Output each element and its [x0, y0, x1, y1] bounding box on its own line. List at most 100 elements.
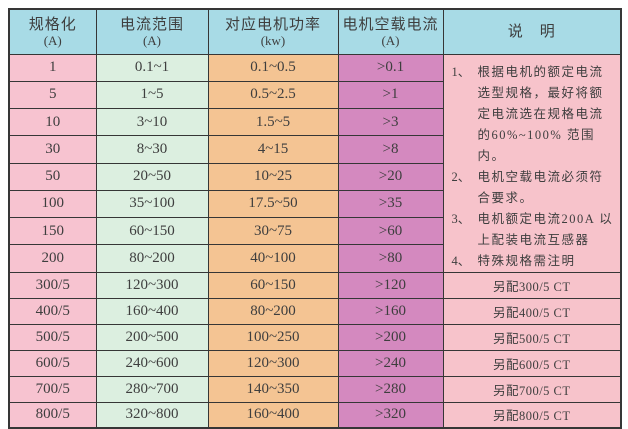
- cell-noload: >240: [337, 349, 444, 377]
- cell-spec: 50: [8, 162, 97, 191]
- column-header-title: 电机空载电流: [342, 16, 439, 33]
- table-row: 500/5 200~500 100~250 >200 另配500/5 CT: [8, 323, 622, 351]
- cell-spec: 700/5: [8, 375, 97, 403]
- cell-spec: 800/5: [8, 401, 97, 429]
- cell-noload: >280: [337, 375, 444, 403]
- note-number: 2、: [451, 169, 471, 184]
- table-row: 150 60~150 30~75 >60: [8, 216, 621, 246]
- cell-noload: >200: [337, 323, 444, 351]
- table-row: 700/5 280~700 140~350 >280 另配700/5 CT: [8, 375, 622, 403]
- note-number: 4、: [451, 253, 471, 268]
- cell-power: 140~350: [207, 375, 339, 403]
- cell-power: 160~400: [207, 401, 339, 429]
- note-item: 2、 电机空载电流必须符合要求。: [452, 167, 617, 209]
- column-header-notes: 说 明: [442, 8, 622, 55]
- table-row: 10 3~10 1.5~5 >3: [8, 107, 621, 137]
- column-header-spec: 规格化 (A): [8, 8, 97, 55]
- cell-note: 另配300/5 CT: [442, 271, 622, 299]
- cell-range: 8~30: [95, 135, 209, 164]
- cell-power: 100~250: [207, 323, 339, 351]
- cell-spec: 1: [8, 53, 97, 82]
- column-header-title: 电流范围: [119, 16, 184, 33]
- cell-noload: >60: [337, 216, 444, 246]
- note-item: 1、 根据电机的额定电流选型规格，最好将额定电流选在规格电流的60%~100% 范…: [452, 62, 617, 167]
- column-header-title: 说 明: [507, 23, 556, 40]
- cell-spec: 500/5: [8, 323, 97, 351]
- cell-note: 另配500/5 CT: [442, 323, 622, 351]
- header-row: 规格化 (A) 电流范围 (A) 对应电机功率 (kw) 电机空载电流 (A) 说 明: [8, 8, 622, 55]
- cell-power: 0.1~0.5: [207, 53, 339, 82]
- table-row: 5 1~5 0.5~2.5 >1: [8, 80, 621, 110]
- column-header-title: 对应电机功率: [224, 16, 321, 33]
- cell-range: 320~800: [95, 401, 209, 429]
- cell-range: 0.1~1: [95, 53, 209, 82]
- table-row: 200 80~200 40~100 >80: [8, 244, 621, 273]
- cell-noload: >320: [337, 401, 444, 429]
- cell-range: 80~200: [95, 244, 209, 273]
- cell-range: 60~150: [95, 216, 209, 246]
- column-header-noload: 电机空载电流 (A): [337, 8, 444, 55]
- cell-power: 1.5~5: [207, 107, 339, 137]
- column-header-unit: (A): [142, 32, 162, 48]
- note-item: 3、 电机额定电流200A 以上配装电流互感器: [452, 209, 617, 251]
- cell-spec: 10: [8, 107, 97, 137]
- cell-power: 4~15: [207, 135, 339, 164]
- cell-spec: 100: [8, 189, 97, 219]
- table-header: 规格化 (A) 电流范围 (A) 对应电机功率 (kw) 电机空载电流 (A) 说 明: [8, 8, 622, 55]
- cell-noload: >3: [337, 107, 444, 137]
- cell-noload: >35: [337, 189, 444, 219]
- column-header-unit: (kw): [260, 32, 286, 48]
- cell-power: 40~100: [207, 244, 339, 273]
- cell-noload: >120: [337, 271, 444, 299]
- table-row: 300/5 120~300 60~150 >120 另配300/5 CT: [8, 271, 622, 299]
- note-text: 电机空载电流必须符合要求。: [477, 169, 604, 205]
- cell-power: 10~25: [207, 162, 339, 191]
- cell-range: 160~400: [95, 297, 209, 325]
- cell-power: 120~300: [207, 349, 339, 377]
- table-body: 1 0.1~1 0.1~0.5 >0.1 1、 根据电机的额定电流选型规格，最好将额定电流…: [8, 53, 622, 429]
- note-number: 1、: [451, 64, 471, 79]
- cell-range: 1~5: [95, 80, 209, 110]
- table-row: 1 0.1~1 0.1~0.5 >0.1 1、 根据电机的额定电流选型规格，最好将额定电流…: [8, 53, 622, 273]
- table-row: 100 35~100 17.5~50 >35: [8, 189, 621, 219]
- cell-power: 30~75: [207, 216, 339, 246]
- table-row: 800/5 320~800 160~400 >320 另配800/5 CT: [8, 401, 622, 429]
- cell-range: 120~300: [95, 271, 209, 299]
- cell-spec: 30: [8, 135, 97, 164]
- cell-power: 60~150: [207, 271, 339, 299]
- cell-spec: 300/5: [8, 271, 97, 299]
- cell-range: 280~700: [95, 375, 209, 403]
- column-header-unit: (A): [381, 32, 400, 48]
- cell-noload: >0.1: [337, 53, 444, 82]
- cell-noload: >160: [337, 297, 444, 325]
- cell-range: 35~100: [95, 189, 209, 219]
- cell-noload: >20: [337, 162, 444, 191]
- cell-note: 另配800/5 CT: [442, 401, 622, 429]
- cell-power: 0.5~2.5: [207, 80, 339, 110]
- table-row: 400/5 160~400 80~200 >160 另配400/5 CT: [8, 297, 622, 325]
- note-text: 根据电机的额定电流选型规格，最好将额定电流选在规格电流的60%~100% 范围内…: [477, 64, 604, 163]
- cell-spec: 5: [8, 80, 97, 110]
- column-header-range: 电流范围 (A): [95, 8, 209, 55]
- note-item: 4、 特殊规格需注明: [452, 251, 617, 272]
- cell-note: 另配600/5 CT: [442, 349, 622, 377]
- cell-range: 200~500: [95, 323, 209, 351]
- column-header-title: 规格化: [28, 16, 77, 33]
- cell-spec: 150: [8, 216, 97, 246]
- note-text: 特殊规格需注明: [477, 253, 576, 268]
- cell-spec: 400/5: [8, 297, 97, 325]
- note-number: 3、: [451, 211, 471, 226]
- cell-power: 80~200: [207, 297, 339, 325]
- cell-spec: 600/5: [8, 349, 97, 377]
- note-text: 电机额定电流200A 以上配装电流互感器: [477, 211, 614, 247]
- table-row: 600/5 240~600 120~300 >240 另配600/5 CT: [8, 349, 622, 377]
- cell-power: 17.5~50: [207, 189, 339, 219]
- cell-note: 另配400/5 CT: [442, 297, 622, 325]
- cell-range: 20~50: [95, 162, 209, 191]
- cell-note: 另配700/5 CT: [442, 375, 622, 403]
- cell-noload: >80: [337, 244, 444, 273]
- cell-noload: >1: [337, 80, 444, 110]
- cell-range: 240~600: [95, 349, 209, 377]
- cell-spec: 200: [8, 244, 97, 273]
